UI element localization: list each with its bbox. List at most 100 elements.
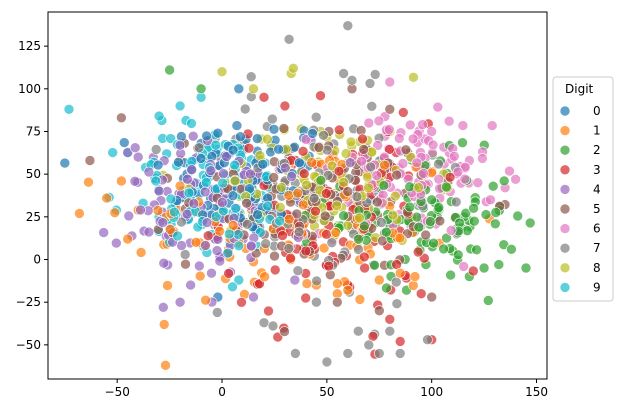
point-digit-0: [227, 190, 239, 201]
point-digit-1: [407, 280, 419, 291]
point-digit-1: [332, 278, 343, 289]
point-digit-7: [293, 226, 305, 238]
point-digit-4: [153, 185, 165, 197]
plot-area-frame: [47, 11, 548, 380]
point-digit-2: [424, 216, 436, 227]
point-digit-2: [489, 218, 501, 230]
point-digit-7: [258, 317, 270, 329]
point-digit-0: [251, 133, 263, 144]
point-digit-4: [132, 151, 144, 163]
point-digit-3: [279, 100, 291, 112]
point-digit-8: [274, 202, 286, 213]
point-digit-6: [485, 194, 496, 206]
point-digit-9: [165, 193, 177, 205]
point-digit-6: [356, 156, 367, 167]
point-digit-4: [129, 142, 141, 153]
point-digit-9: [233, 240, 245, 252]
point-digit-0: [233, 83, 245, 95]
point-digit-0: [235, 131, 246, 142]
point-digit-0: [294, 157, 305, 169]
point-digit-7: [283, 243, 295, 254]
point-digit-8: [387, 209, 399, 221]
point-digit-3: [202, 230, 214, 241]
point-digit-7: [245, 71, 257, 82]
point-digit-6: [417, 119, 428, 130]
point-digit-3: [277, 230, 288, 241]
x-tick-label: 150: [525, 385, 548, 399]
point-digit-0: [59, 157, 71, 169]
point-digit-7: [375, 217, 387, 228]
point-digit-7: [352, 325, 364, 337]
point-digit-8: [408, 72, 419, 83]
point-digit-5: [180, 258, 191, 270]
point-digit-3: [310, 205, 321, 217]
point-digit-8: [229, 175, 241, 187]
point-digit-3: [258, 92, 270, 103]
point-digit-3: [444, 171, 456, 183]
point-digit-2: [338, 210, 349, 221]
point-digit-2: [369, 259, 380, 271]
point-digit-9: [63, 104, 75, 115]
point-digit-4: [214, 255, 226, 267]
x-tick-label: 50: [319, 385, 334, 399]
point-digit-2: [457, 137, 468, 148]
point-digit-7: [193, 142, 205, 153]
point-digit-6: [443, 115, 455, 127]
point-digit-7: [318, 130, 329, 141]
point-digit-4: [157, 217, 169, 228]
point-digit-7: [369, 69, 381, 80]
point-digit-0: [257, 158, 269, 170]
point-digit-6: [393, 133, 405, 144]
point-digit-1: [174, 180, 186, 192]
point-digit-1: [74, 208, 85, 219]
point-digit-5: [291, 208, 303, 220]
point-digit-6: [510, 174, 521, 185]
legend-marker-1: [559, 125, 571, 136]
legend-label-3: 3: [593, 163, 601, 177]
point-digit-7: [391, 298, 403, 310]
point-digit-7: [242, 219, 253, 230]
point-digit-5: [269, 250, 280, 262]
point-digit-7: [212, 307, 223, 318]
point-digit-1: [122, 233, 133, 245]
point-digit-7: [365, 161, 377, 173]
point-digit-9: [201, 177, 212, 188]
point-digit-2: [506, 244, 517, 255]
point-digit-6: [459, 173, 471, 185]
point-digit-0: [231, 120, 243, 131]
point-digit-9: [262, 200, 274, 212]
point-digit-7: [353, 244, 364, 255]
point-digit-1: [214, 226, 225, 237]
legend-marker-0: [559, 105, 571, 117]
point-digit-8: [362, 171, 373, 183]
point-digit-6: [433, 173, 445, 185]
point-digit-4: [111, 237, 122, 249]
legend-label-4: 4: [593, 182, 601, 196]
point-digit-4: [135, 204, 146, 216]
point-digit-1: [227, 220, 239, 231]
point-digit-3: [397, 107, 409, 118]
point-digit-7: [292, 265, 304, 277]
point-digit-1: [135, 247, 147, 258]
legend-marker-4: [559, 184, 571, 195]
point-digit-8: [354, 212, 365, 224]
point-digit-1: [165, 224, 176, 235]
point-digit-5: [358, 144, 370, 155]
point-digit-9: [172, 230, 183, 242]
legend-marker-7: [559, 242, 571, 254]
point-digit-5: [434, 215, 446, 227]
point-digit-7: [311, 296, 322, 308]
point-digit-5: [426, 291, 438, 303]
legend-label-6: 6: [593, 222, 601, 236]
point-digit-2: [490, 207, 502, 218]
point-digit-1: [394, 232, 406, 244]
point-digit-2: [460, 207, 472, 219]
point-digit-2: [426, 194, 438, 206]
point-digit-0: [273, 144, 284, 155]
point-digit-4: [201, 217, 213, 228]
point-digit-9: [232, 229, 244, 240]
y-tick-label: 0: [33, 253, 41, 267]
point-digit-4: [200, 240, 211, 251]
point-digit-4: [122, 147, 133, 158]
point-digit-3: [321, 229, 332, 240]
